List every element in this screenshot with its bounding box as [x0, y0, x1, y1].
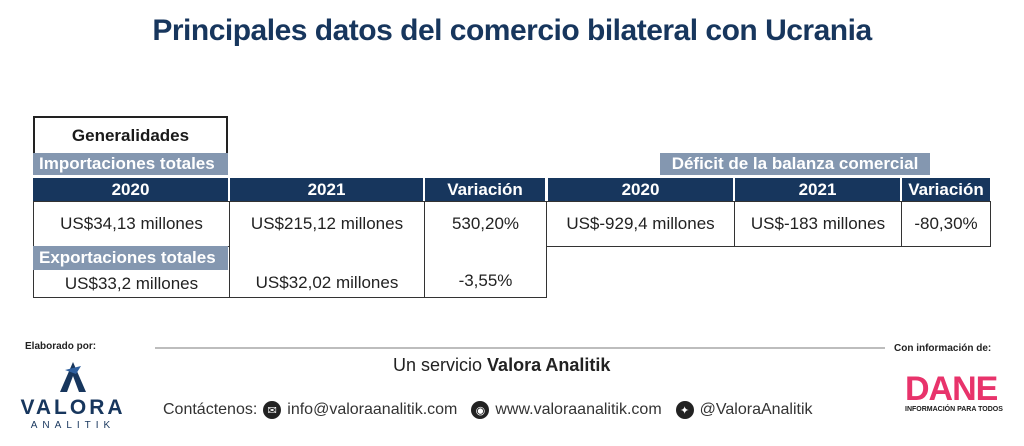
email-link[interactable]: info@valoraanalitik.com [287, 401, 458, 418]
def-variacion-value: -80,30% [901, 201, 991, 247]
header-def-2020: 2020 [548, 178, 733, 201]
imp-2020-value: US$34,13 millones [33, 201, 230, 247]
importaciones-label: Importaciones totales [33, 153, 228, 175]
contact-line: Contáctenos: ✉ info@valoraanalitik.com ◉… [163, 401, 813, 419]
valora-wordmark-sub: ANALITIK [30, 420, 116, 431]
header-imp-2021: 2021 [230, 178, 423, 201]
generalidades-heading: Generalidades [33, 116, 228, 154]
valora-logo-mark-icon [60, 362, 86, 392]
header-imp-variacion: Variación [425, 178, 545, 201]
header-imp-2020: 2020 [33, 178, 228, 201]
imp-2021-value: US$215,12 millones [229, 201, 425, 247]
exportaciones-label: Exportaciones totales [33, 246, 228, 270]
elaborado-label: Elaborado por: [25, 341, 97, 352]
header-def-2021: 2021 [735, 178, 900, 201]
deficit-label: Déficit de la balanza comercial [660, 153, 930, 175]
valora-logo: VALORA ANALITIK [18, 360, 128, 432]
def-2021-value: US$-183 millones [734, 201, 902, 247]
exp-2021-value: US$32,02 millones [229, 246, 425, 298]
valora-wordmark: VALORA [20, 396, 126, 419]
imp-variacion-value: 530,20% [424, 201, 547, 247]
twitter-link[interactable]: @ValoraAnalitik [699, 401, 813, 418]
page-title: Principales datos del comercio bilateral… [152, 14, 872, 47]
globe-icon: ◉ [471, 401, 490, 419]
servicio-text: Un servicio Valora Analitik [393, 355, 611, 375]
def-2020-value: US$-929,4 millones [546, 201, 735, 247]
con-info-label: Con información de: [894, 343, 992, 354]
dane-wordmark: DANE [905, 370, 998, 408]
dane-logo: DANE INFORMACIÓN PARA TODOS [905, 372, 1017, 413]
email-icon: ✉ [263, 401, 282, 419]
twitter-icon: ✦ [675, 401, 694, 419]
servicio-brand: Valora Analitik [487, 355, 611, 375]
exp-variacion-value: -3,55% [424, 246, 547, 298]
dane-tagline: INFORMACIÓN PARA TODOS [905, 406, 1003, 413]
header-def-variacion: Variación [902, 178, 990, 201]
exp-2020-value: US$33,2 millones [33, 270, 230, 298]
contactenos-label: Contáctenos: [163, 401, 258, 418]
web-link[interactable]: www.valoraanalitik.com [495, 401, 662, 418]
footer-divider [155, 347, 885, 349]
